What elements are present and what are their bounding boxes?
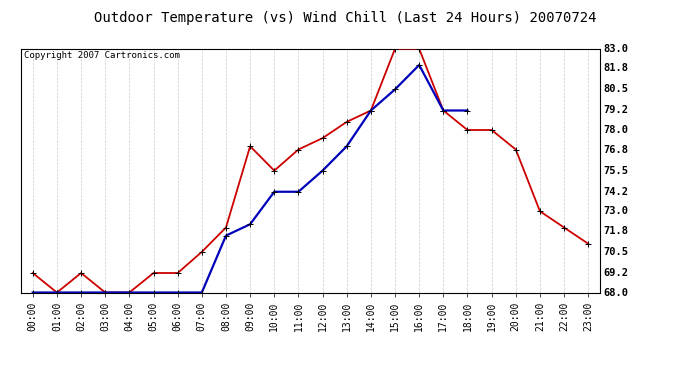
Text: 75.5: 75.5 xyxy=(604,166,629,176)
Text: 81.8: 81.8 xyxy=(604,63,629,73)
Text: 83.0: 83.0 xyxy=(604,44,629,54)
Text: 71.8: 71.8 xyxy=(604,226,629,236)
Text: 74.2: 74.2 xyxy=(604,187,629,197)
Text: Outdoor Temperature (vs) Wind Chill (Last 24 Hours) 20070724: Outdoor Temperature (vs) Wind Chill (Las… xyxy=(94,11,596,25)
Text: 68.0: 68.0 xyxy=(604,288,629,297)
Text: Copyright 2007 Cartronics.com: Copyright 2007 Cartronics.com xyxy=(24,51,180,60)
Text: 70.5: 70.5 xyxy=(604,247,629,257)
Text: 73.0: 73.0 xyxy=(604,206,629,216)
Text: 78.0: 78.0 xyxy=(604,125,629,135)
Text: 80.5: 80.5 xyxy=(604,84,629,94)
Text: 79.2: 79.2 xyxy=(604,105,629,116)
Text: 76.8: 76.8 xyxy=(604,144,629,154)
Text: 69.2: 69.2 xyxy=(604,268,629,278)
